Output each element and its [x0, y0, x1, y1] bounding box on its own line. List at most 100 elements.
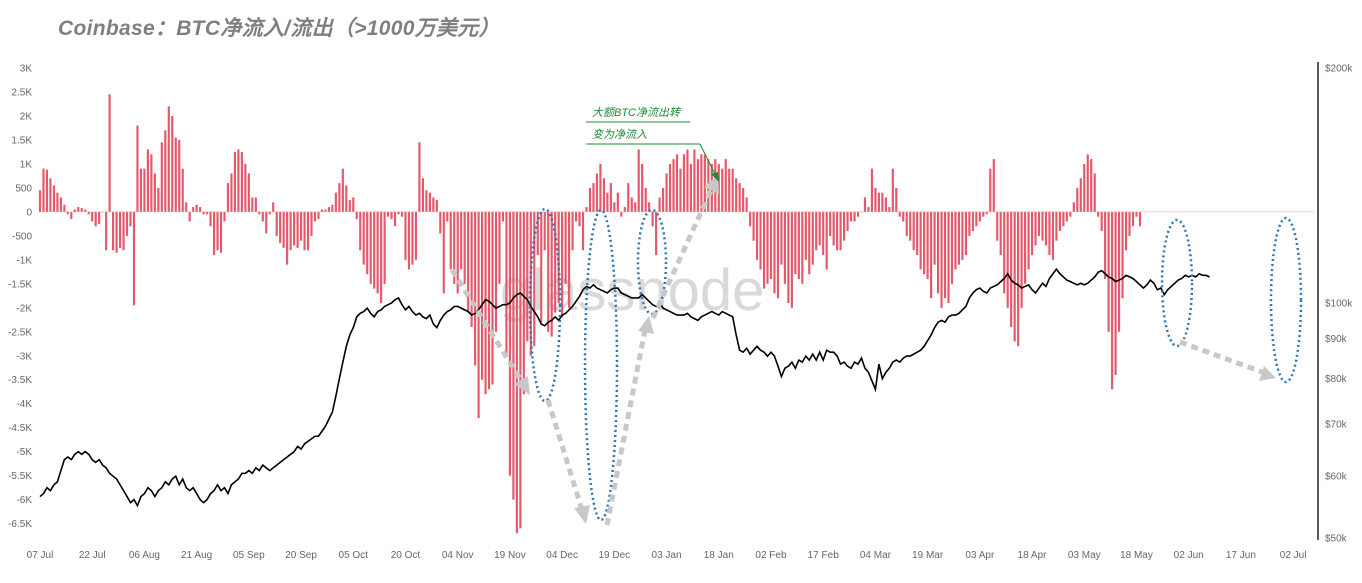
x-tick-label: 19 Mar — [912, 550, 944, 561]
flow-bar — [550, 211, 553, 337]
flow-bar — [1117, 211, 1121, 332]
flow-bar — [682, 154, 686, 212]
flow-bar — [219, 211, 223, 253]
flow-bar — [449, 211, 452, 270]
left-tick-label: -1.5K — [8, 279, 32, 290]
flow-bar — [825, 211, 828, 270]
flow-bar — [435, 199, 438, 212]
flow-bar — [783, 211, 786, 284]
right-tick-label: $50k — [1325, 534, 1348, 545]
flow-bar — [1041, 211, 1044, 241]
flow-bar — [780, 211, 783, 265]
flow-bar — [136, 125, 139, 212]
flow-bar — [1079, 178, 1082, 212]
flow-bar — [762, 211, 766, 289]
flow-bar — [588, 187, 592, 212]
flow-bar — [105, 211, 108, 251]
flow-bar — [77, 207, 80, 212]
flow-bar — [930, 211, 933, 299]
flow-bar — [237, 149, 240, 212]
flow-bar — [432, 197, 435, 212]
right-tick-label: $80k — [1325, 374, 1348, 385]
flow-bar — [964, 211, 967, 256]
x-tick-label: 02 Jun — [1174, 550, 1204, 561]
flow-bar — [303, 211, 306, 251]
flow-bar — [776, 211, 780, 299]
x-tick-label: 17 Feb — [808, 550, 840, 561]
flow-bar — [122, 211, 125, 251]
flow-bar — [366, 211, 369, 275]
flow-bar — [98, 211, 101, 224]
flow-bar — [345, 185, 348, 212]
flow-bar — [926, 211, 929, 280]
left-tick-label: -2.5K — [8, 327, 32, 338]
flow-bar — [84, 209, 87, 212]
flow-bar — [766, 211, 769, 284]
flow-bar — [192, 207, 195, 212]
arrow-jun — [1179, 339, 1263, 375]
flow-bar — [268, 211, 271, 215]
flow-bar — [453, 211, 456, 284]
flow-bar — [272, 202, 275, 212]
left-tick-label: -6.5K — [8, 519, 32, 530]
flow-bar — [164, 130, 167, 212]
flow-bar — [418, 142, 421, 212]
flow-bar — [181, 168, 184, 212]
flow-bar — [599, 163, 602, 212]
flow-bar — [898, 211, 901, 217]
flow-bar — [877, 192, 880, 212]
flow-bar — [954, 211, 957, 270]
flow-bars — [38, 94, 1142, 534]
flow-bar — [1121, 211, 1124, 299]
flow-bar — [254, 197, 257, 212]
flow-bar — [662, 187, 665, 212]
flow-bar — [999, 211, 1002, 256]
flow-bar — [1100, 211, 1103, 232]
flow-bar — [460, 211, 463, 270]
flow-bar — [233, 151, 237, 212]
flow-bar — [505, 211, 508, 356]
x-tick-label: 06 Aug — [129, 550, 160, 561]
flow-bar — [373, 211, 376, 289]
flow-bar — [672, 159, 675, 212]
flow-bar — [108, 94, 111, 212]
flow-bar — [324, 209, 327, 212]
left-tick-label: 0 — [26, 207, 32, 218]
flow-bar — [157, 187, 160, 212]
flow-bar — [56, 192, 59, 212]
flow-bar — [397, 211, 400, 215]
flow-bar — [554, 211, 557, 313]
flow-bar — [564, 211, 567, 284]
left-tick-label: -4.5K — [8, 423, 32, 434]
arrow-dec-down — [545, 399, 585, 511]
flow-bar — [1010, 211, 1013, 327]
flow-bar — [387, 211, 390, 217]
ellipse-jun — [1160, 218, 1194, 348]
flow-bar — [822, 211, 825, 256]
flow-bar — [1020, 211, 1023, 308]
flow-bar — [769, 211, 773, 280]
flow-bar — [749, 211, 752, 227]
flow-bar — [216, 211, 219, 251]
flow-bar — [968, 211, 971, 236]
flow-bar — [143, 168, 146, 212]
flow-bar — [895, 187, 898, 212]
arrow-dec-up — [604, 329, 648, 526]
flow-bar — [125, 211, 129, 236]
flow-bar — [950, 211, 954, 284]
flow-bar — [467, 211, 470, 313]
flow-bar — [425, 190, 428, 212]
flow-bar — [185, 202, 188, 212]
flow-bar — [421, 178, 424, 212]
flow-bar — [251, 197, 254, 212]
flow-bar — [902, 211, 905, 222]
left-tick-label: 1.5K — [11, 135, 32, 146]
flow-bar — [327, 207, 330, 212]
x-tick-label: 19 Nov — [494, 550, 526, 561]
flow-bar — [870, 168, 874, 212]
flow-bar — [790, 211, 793, 308]
flow-bar — [376, 211, 379, 294]
flow-bar — [1048, 211, 1051, 256]
flow-bar — [815, 211, 818, 251]
flow-bar — [1027, 211, 1030, 270]
